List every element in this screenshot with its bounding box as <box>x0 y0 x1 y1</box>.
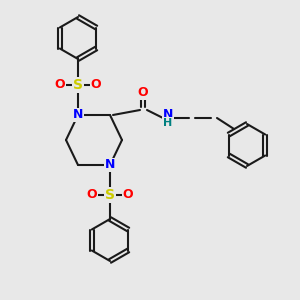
Text: O: O <box>123 188 133 202</box>
Text: N: N <box>163 109 173 122</box>
Text: O: O <box>55 79 65 92</box>
Text: S: S <box>73 78 83 92</box>
Text: O: O <box>91 79 101 92</box>
Text: S: S <box>105 188 115 202</box>
Text: O: O <box>138 86 148 100</box>
Text: H: H <box>164 118 172 128</box>
Text: N: N <box>73 109 83 122</box>
Text: N: N <box>105 158 115 172</box>
Text: O: O <box>87 188 97 202</box>
